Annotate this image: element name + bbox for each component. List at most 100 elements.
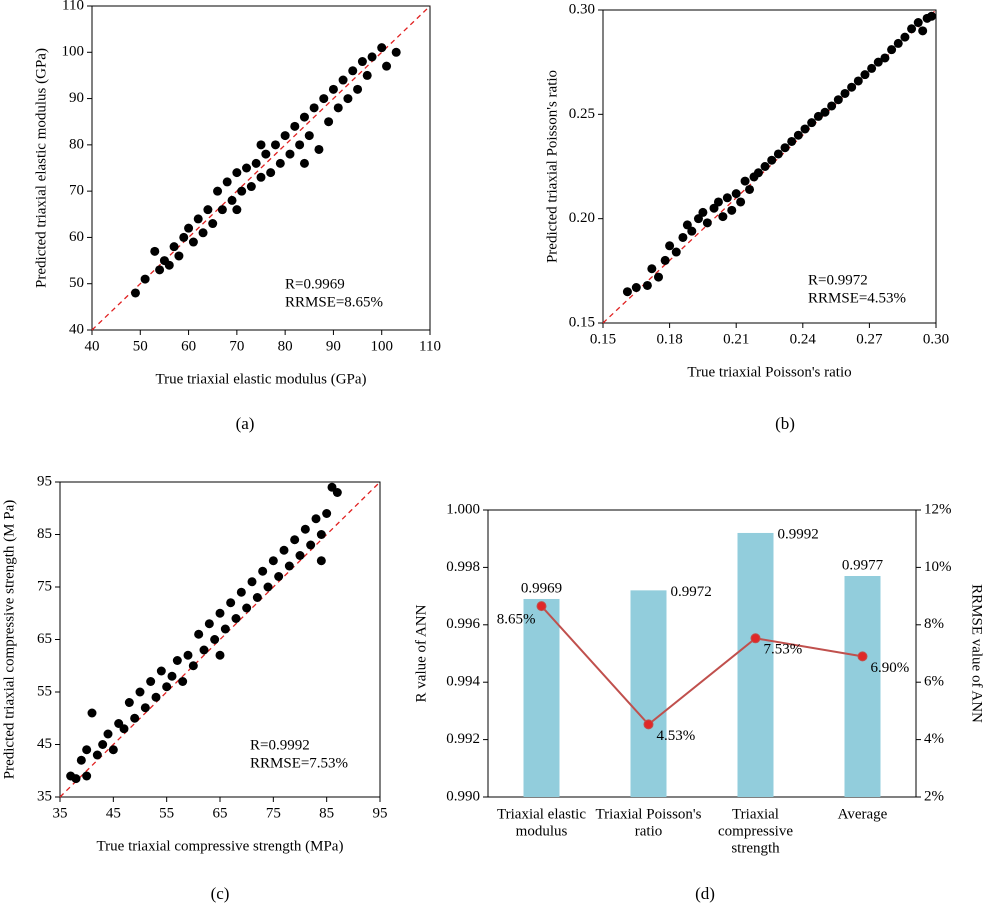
- point: [647, 264, 657, 274]
- point: [98, 740, 108, 749]
- y-tick-label: 85: [37, 526, 52, 542]
- line-marker: [857, 651, 868, 662]
- point: [793, 130, 803, 140]
- y-tick-label: 50: [69, 275, 84, 291]
- y-tick-label: 100: [62, 44, 85, 60]
- point: [654, 272, 663, 282]
- x-tick-label: modulus: [516, 823, 568, 839]
- x-tick-label: 70: [229, 338, 244, 354]
- point: [927, 11, 937, 21]
- line-marker: [643, 719, 654, 730]
- point: [290, 121, 300, 131]
- point: [833, 95, 843, 105]
- point: [266, 168, 276, 178]
- value-label: 0.9969: [521, 580, 562, 596]
- point: [263, 582, 273, 592]
- point: [316, 556, 326, 566]
- point: [82, 771, 92, 781]
- point: [215, 650, 225, 660]
- point: [324, 117, 334, 127]
- point: [194, 629, 204, 639]
- point: [718, 212, 728, 222]
- panel-label: (a): [236, 414, 255, 433]
- point: [172, 656, 182, 665]
- point: [780, 143, 790, 153]
- x-tick-label: 0.18: [656, 331, 682, 347]
- point: [76, 755, 86, 765]
- reference-line: [59, 481, 381, 798]
- point: [135, 687, 145, 697]
- point: [353, 84, 363, 94]
- point: [893, 38, 903, 48]
- point: [295, 551, 305, 560]
- y-tick-label: 45: [37, 736, 52, 752]
- point: [820, 107, 830, 117]
- y-tick-label: 4%: [924, 731, 944, 747]
- x-tick-label: Triaxial elastic: [497, 806, 586, 822]
- point: [740, 176, 750, 186]
- y-axis-label: Predicted triaxial elastic modulus (GPa): [33, 48, 49, 288]
- point: [92, 750, 102, 760]
- point: [261, 149, 271, 159]
- y-tick-label: 2%: [924, 788, 944, 804]
- bar: [523, 598, 560, 797]
- point: [130, 713, 140, 723]
- y-tick-label: 0.30: [569, 1, 595, 17]
- point: [767, 155, 777, 165]
- point: [880, 53, 890, 63]
- point: [299, 112, 309, 122]
- point: [119, 724, 129, 734]
- point: [246, 182, 256, 192]
- point: [156, 666, 166, 676]
- x-axis-label: True triaxial Poisson's ratio: [687, 364, 851, 380]
- point: [722, 193, 732, 203]
- x-tick-label: 110: [419, 338, 441, 354]
- point: [155, 265, 165, 275]
- point: [391, 47, 401, 57]
- point: [220, 624, 230, 634]
- point: [242, 163, 252, 173]
- point: [299, 158, 309, 168]
- point: [727, 205, 737, 215]
- point: [306, 540, 316, 550]
- y-tick-label: 0.996: [446, 616, 480, 632]
- panel-label: (d): [695, 884, 715, 903]
- point: [860, 70, 870, 80]
- y-tick-label: 90: [69, 90, 84, 106]
- point: [813, 111, 823, 121]
- point: [208, 219, 218, 229]
- point: [362, 70, 372, 80]
- x-tick-label: 0.27: [856, 331, 883, 347]
- point: [251, 158, 261, 168]
- point: [242, 603, 252, 613]
- point: [332, 488, 342, 497]
- x-tick-label: 40: [85, 338, 100, 354]
- point: [146, 677, 156, 686]
- point: [827, 101, 837, 111]
- point: [290, 535, 300, 545]
- point: [151, 692, 161, 702]
- point: [188, 237, 198, 247]
- point: [382, 61, 392, 71]
- point: [222, 177, 232, 187]
- y-tick-label: 80: [69, 136, 84, 152]
- annotation: R=0.9972: [808, 272, 868, 288]
- point: [103, 729, 113, 739]
- point: [232, 205, 242, 215]
- point: [736, 197, 746, 207]
- point: [847, 82, 857, 92]
- point: [178, 677, 188, 686]
- point: [660, 255, 670, 265]
- x-tick-label: Average: [838, 806, 888, 822]
- x-tick-label: ratio: [635, 823, 663, 839]
- y-tick-label: 0.15: [569, 314, 595, 330]
- point: [709, 203, 719, 213]
- point: [622, 287, 632, 297]
- panel-label: (b): [775, 414, 795, 433]
- point: [179, 232, 189, 242]
- point: [162, 682, 172, 692]
- point: [309, 103, 319, 113]
- point: [184, 223, 194, 233]
- y-tick-label: 35: [37, 788, 52, 804]
- x-tick-label: 35: [53, 805, 68, 821]
